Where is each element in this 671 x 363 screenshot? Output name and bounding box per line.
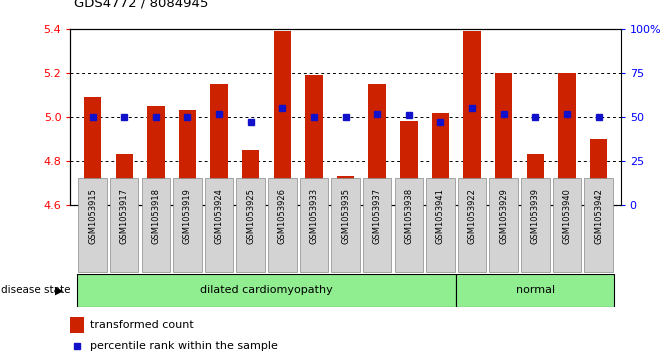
Text: dilated cardiomyopathy: dilated cardiomyopathy	[200, 285, 333, 295]
Text: disease state: disease state	[1, 285, 70, 295]
FancyBboxPatch shape	[363, 178, 391, 272]
FancyBboxPatch shape	[236, 178, 265, 272]
Bar	[274, 31, 291, 205]
FancyBboxPatch shape	[584, 178, 613, 272]
FancyBboxPatch shape	[489, 178, 518, 272]
Text: GSM1053939: GSM1053939	[531, 188, 539, 244]
Text: GSM1053926: GSM1053926	[278, 188, 287, 244]
Bar	[147, 106, 164, 205]
Text: GSM1053924: GSM1053924	[215, 188, 223, 244]
FancyBboxPatch shape	[395, 178, 423, 272]
Text: GSM1053935: GSM1053935	[341, 188, 350, 244]
Text: GSM1053937: GSM1053937	[372, 188, 382, 244]
Bar	[464, 31, 480, 205]
Text: ▶: ▶	[55, 285, 64, 295]
Text: transformed count: transformed count	[91, 320, 194, 330]
Text: normal: normal	[516, 285, 555, 295]
Bar	[527, 155, 544, 205]
Bar	[115, 155, 133, 205]
FancyBboxPatch shape	[300, 178, 328, 272]
Text: GSM1053942: GSM1053942	[594, 188, 603, 244]
Text: GSM1053919: GSM1053919	[183, 188, 192, 244]
FancyBboxPatch shape	[426, 178, 455, 272]
Text: percentile rank within the sample: percentile rank within the sample	[91, 341, 278, 351]
Bar	[178, 110, 196, 205]
FancyBboxPatch shape	[458, 178, 486, 272]
FancyBboxPatch shape	[142, 178, 170, 272]
Text: GSM1053938: GSM1053938	[405, 188, 413, 244]
FancyBboxPatch shape	[521, 178, 550, 272]
Text: GSM1053917: GSM1053917	[119, 188, 129, 244]
Bar	[590, 139, 607, 205]
Bar	[84, 97, 101, 205]
Text: GSM1053933: GSM1053933	[309, 188, 319, 244]
Bar	[242, 150, 260, 205]
Bar	[305, 75, 323, 205]
Text: GSM1053915: GSM1053915	[88, 188, 97, 244]
Text: GSM1053929: GSM1053929	[499, 188, 508, 244]
FancyBboxPatch shape	[331, 178, 360, 272]
Bar	[211, 84, 227, 205]
FancyBboxPatch shape	[456, 274, 615, 307]
Text: GSM1053918: GSM1053918	[152, 188, 160, 244]
Text: GSM1053925: GSM1053925	[246, 188, 255, 244]
Bar	[368, 84, 386, 205]
Bar	[431, 113, 449, 205]
FancyBboxPatch shape	[268, 178, 297, 272]
Bar	[337, 176, 354, 205]
Text: GSM1053941: GSM1053941	[436, 188, 445, 244]
Bar	[70, 317, 85, 333]
FancyBboxPatch shape	[553, 178, 581, 272]
Bar	[558, 73, 576, 205]
Text: GDS4772 / 8084945: GDS4772 / 8084945	[74, 0, 208, 9]
FancyBboxPatch shape	[205, 178, 234, 272]
Text: GSM1053940: GSM1053940	[562, 188, 572, 244]
FancyBboxPatch shape	[173, 178, 202, 272]
Text: GSM1053922: GSM1053922	[468, 188, 476, 244]
FancyBboxPatch shape	[76, 274, 456, 307]
FancyBboxPatch shape	[110, 178, 138, 272]
FancyBboxPatch shape	[79, 178, 107, 272]
Bar	[495, 73, 513, 205]
Bar	[400, 122, 417, 205]
